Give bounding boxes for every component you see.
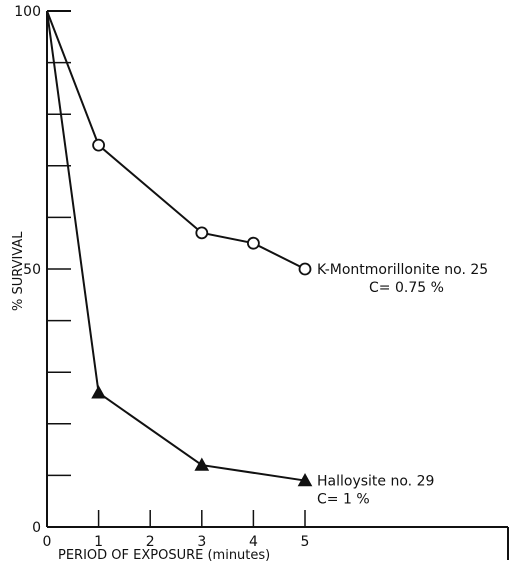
series-annotation-name-halloysite: Halloysite no. 29: [317, 474, 434, 490]
x-axis-title: PERIOD OF EXPOSURE (minutes): [58, 548, 270, 563]
data-point-halloysite: [297, 473, 313, 487]
series-line-montmorillonite: [46, 10, 306, 270]
x-tick-label: 3: [197, 534, 206, 550]
series-line-halloysite: [46, 10, 306, 482]
data-point-halloysite: [194, 457, 210, 471]
data-point-halloysite: [91, 385, 106, 399]
data-point-montmorillonite: [298, 262, 312, 276]
data-point-montmorillonite: [92, 138, 105, 152]
y-tick-label: 0: [32, 520, 41, 536]
data-point-montmorillonite: [246, 236, 260, 250]
series-annotation-name-montmorillonite: K-Montmorillonite no. 25: [317, 262, 488, 278]
y-tick-label: 100: [14, 4, 41, 20]
data-point-montmorillonite: [195, 226, 209, 240]
x-ticks: 0 1 2 3 4 5: [43, 510, 310, 550]
y-axis-title: % SURVIVAL: [11, 231, 26, 311]
x-tick-label: 5: [301, 534, 310, 550]
x-tick-label: 0: [43, 534, 52, 550]
y-tick-label: 50: [23, 262, 41, 278]
x-tick-label: 4: [249, 534, 258, 550]
x-tick-label: 2: [146, 534, 155, 550]
x-tick-label: 1: [94, 534, 103, 550]
series-annotation-concentration-halloysite: C= 1 %: [317, 492, 370, 508]
series-annotation-concentration-montmorillonite: C= 0.75 %: [369, 280, 444, 296]
series-layer: K-Montmorillonite no. 25 C= 0.75 % Halloys…: [46, 10, 488, 508]
